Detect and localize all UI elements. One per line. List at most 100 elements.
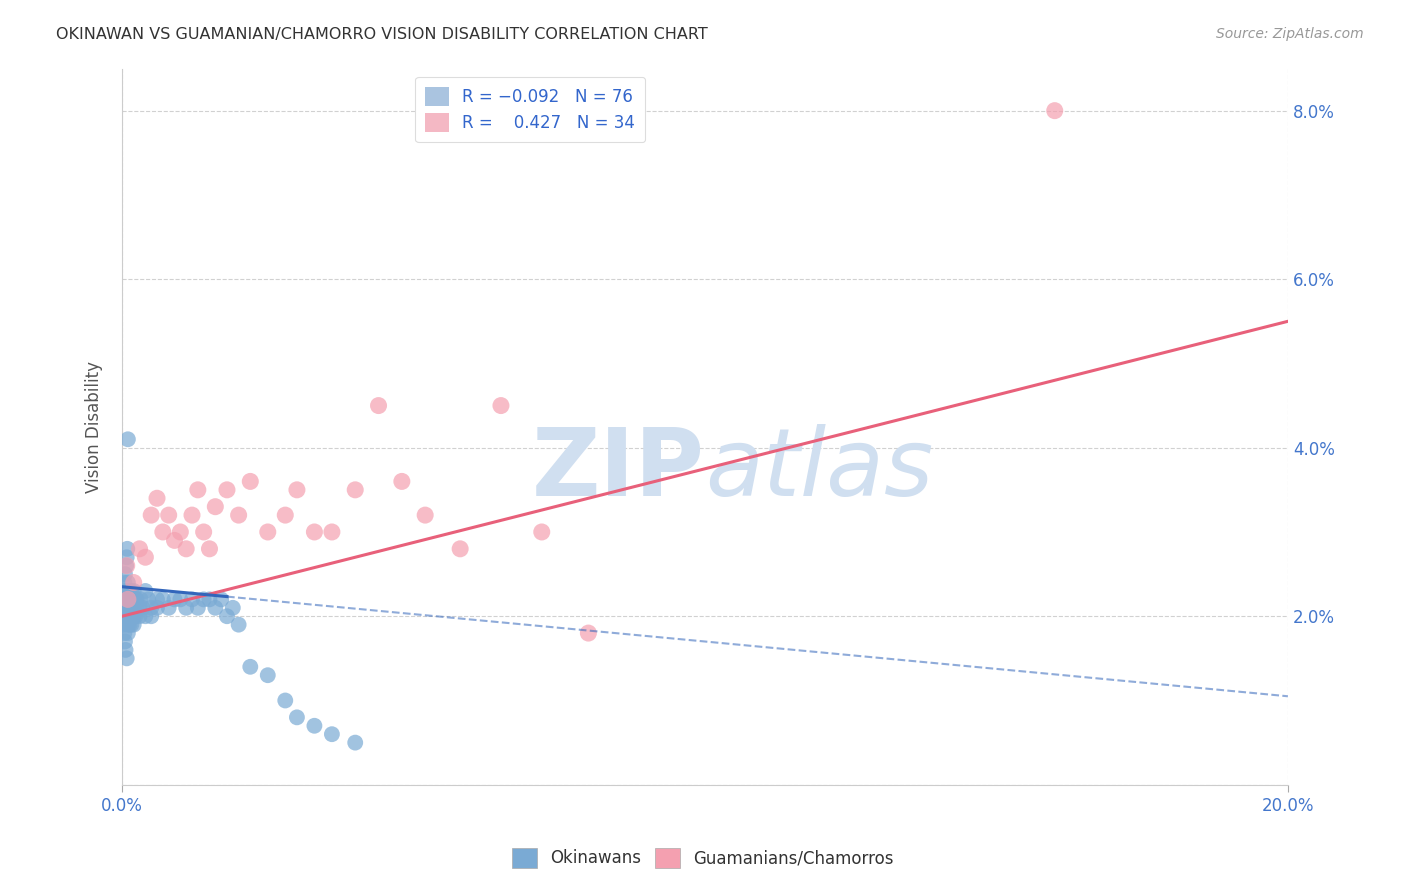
Point [157, 600, 180, 615]
Point [128, 541, 150, 556]
Point [344, 483, 367, 497]
Point [228, 617, 250, 632]
Point [124, 592, 146, 607]
Point [530, 524, 553, 539]
Point [141, 508, 163, 522]
Point [117, 617, 139, 632]
Point [157, 508, 180, 522]
Point [169, 524, 191, 539]
Point [163, 533, 186, 548]
Point [576, 626, 599, 640]
Point [187, 600, 209, 615]
Point [117, 575, 139, 590]
Point [146, 491, 169, 506]
Point [118, 600, 141, 615]
Point [304, 524, 326, 539]
Point [285, 710, 308, 724]
Point [112, 592, 135, 607]
Point [222, 600, 245, 615]
Text: atlas: atlas [704, 424, 934, 515]
Text: ZIP: ZIP [531, 424, 704, 516]
Point [112, 626, 135, 640]
Point [134, 550, 156, 565]
Point [121, 609, 143, 624]
Point [115, 558, 138, 573]
Point [117, 592, 139, 607]
Legend: Okinawans, Guamanians/Chamorros: Okinawans, Guamanians/Chamorros [506, 841, 900, 875]
Y-axis label: Vision Disability: Vision Disability [86, 360, 103, 492]
Point [146, 592, 169, 607]
Point [122, 592, 145, 607]
Point [120, 583, 142, 598]
Point [256, 668, 278, 682]
Point [391, 475, 413, 489]
Point [146, 600, 169, 615]
Point [1043, 103, 1066, 118]
Point [209, 592, 232, 607]
Point [114, 643, 136, 657]
Point [152, 592, 174, 607]
Point [181, 592, 204, 607]
Point [239, 475, 262, 489]
Point [125, 600, 148, 615]
Point [204, 500, 226, 514]
Point [117, 609, 139, 624]
Point [134, 609, 156, 624]
Point [239, 660, 262, 674]
Point [122, 583, 145, 598]
Point [274, 693, 297, 707]
Point [118, 583, 141, 598]
Point [228, 508, 250, 522]
Point [120, 609, 142, 624]
Point [169, 592, 191, 607]
Point [118, 609, 141, 624]
Point [114, 567, 136, 582]
Point [304, 719, 326, 733]
Point [141, 600, 163, 615]
Point [215, 609, 238, 624]
Point [120, 600, 142, 615]
Point [122, 609, 145, 624]
Point [181, 508, 204, 522]
Point [117, 600, 139, 615]
Point [115, 550, 138, 565]
Point [274, 508, 297, 522]
Point [117, 541, 139, 556]
Point [114, 634, 136, 648]
Point [112, 575, 135, 590]
Point [120, 592, 142, 607]
Point [121, 600, 143, 615]
Point [131, 600, 153, 615]
Point [128, 609, 150, 624]
Text: OKINAWAN VS GUAMANIAN/CHAMORRO VISION DISABILITY CORRELATION CHART: OKINAWAN VS GUAMANIAN/CHAMORRO VISION DI… [56, 27, 709, 42]
Point [321, 727, 343, 741]
Point [256, 524, 278, 539]
Legend: R = −0.092   N = 76, R =    0.427   N = 34: R = −0.092 N = 76, R = 0.427 N = 34 [415, 77, 645, 142]
Point [115, 600, 138, 615]
Point [413, 508, 436, 522]
Point [115, 651, 138, 665]
Point [193, 524, 215, 539]
Point [285, 483, 308, 497]
Point [163, 592, 186, 607]
Point [215, 483, 238, 497]
Point [117, 626, 139, 640]
Point [129, 592, 152, 607]
Point [198, 541, 221, 556]
Point [117, 592, 139, 607]
Point [174, 541, 197, 556]
Point [117, 592, 139, 607]
Point [193, 592, 215, 607]
Point [122, 600, 145, 615]
Point [136, 592, 159, 607]
Point [112, 617, 135, 632]
Point [489, 399, 512, 413]
Point [128, 600, 150, 615]
Text: Source: ZipAtlas.com: Source: ZipAtlas.com [1216, 27, 1364, 41]
Point [114, 583, 136, 598]
Point [125, 592, 148, 607]
Point [198, 592, 221, 607]
Point [134, 583, 156, 598]
Point [120, 617, 142, 632]
Point [115, 558, 138, 573]
